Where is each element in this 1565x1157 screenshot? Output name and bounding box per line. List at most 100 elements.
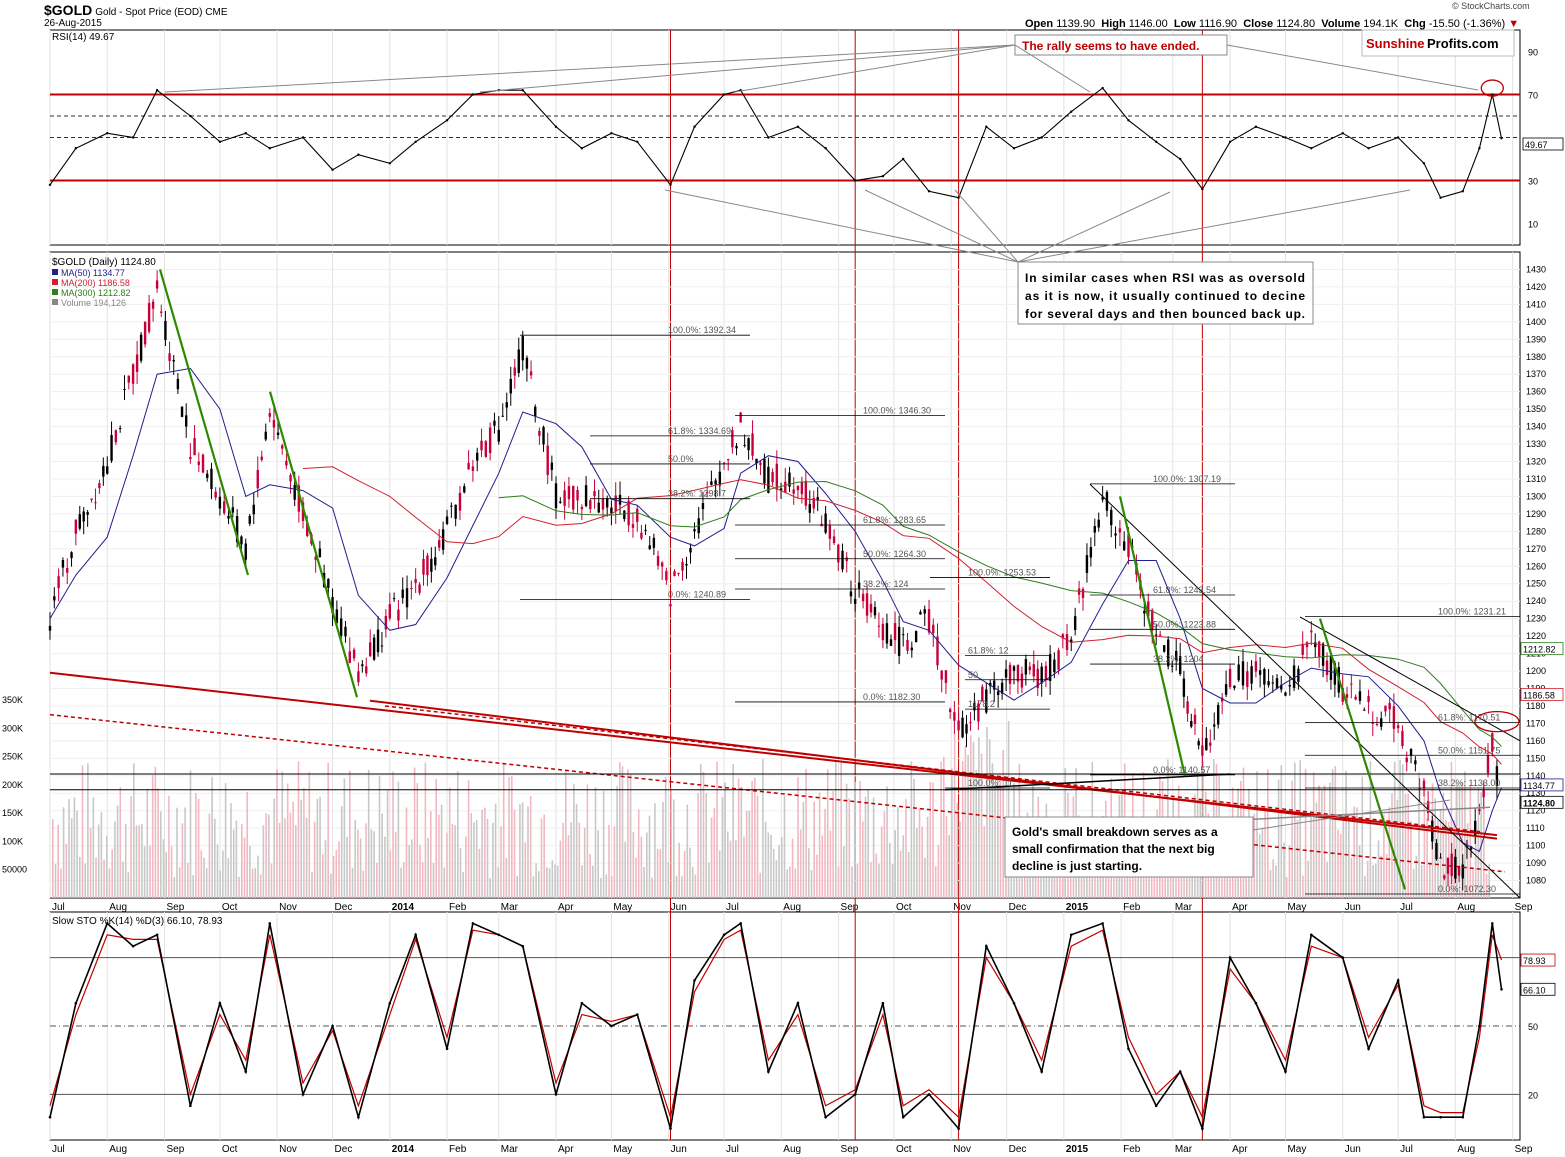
price-y-tick-label: 1430 xyxy=(1526,264,1546,274)
volume-bar xyxy=(173,877,176,898)
volume-bar xyxy=(362,870,365,898)
annotation-pointer xyxy=(734,44,1016,93)
volume-bar xyxy=(751,780,753,898)
rsi-y-tick-label: 30 xyxy=(1528,177,1538,187)
volume-bar xyxy=(1458,785,1461,898)
volume-bar xyxy=(106,835,108,898)
volume-bar xyxy=(497,867,500,898)
price-y-tick-label: 1260 xyxy=(1526,561,1546,571)
volume-bar xyxy=(114,821,116,898)
volume-bar xyxy=(1339,834,1342,898)
volume-bar xyxy=(87,763,89,898)
sto-y-tick-label: 50 xyxy=(1528,1022,1538,1032)
volume-bar xyxy=(1418,772,1420,898)
volume-bar xyxy=(222,850,224,898)
candle-body xyxy=(1105,492,1109,511)
volume-bar xyxy=(916,827,918,898)
volume-bar xyxy=(951,768,953,898)
candle-body xyxy=(534,406,537,417)
candle-body xyxy=(214,491,217,498)
volume-bar xyxy=(443,867,446,898)
candle-body xyxy=(673,571,676,576)
volume-bar xyxy=(1383,814,1385,898)
x-tick-label: Feb xyxy=(1123,1144,1141,1155)
rsi-point xyxy=(1254,125,1258,128)
candle-body xyxy=(771,472,774,483)
volume-bar xyxy=(1445,819,1447,898)
price-title: $GOLD (Daily) 1124.80 xyxy=(52,257,156,268)
sto-k-point xyxy=(927,1093,931,1096)
volume-bar xyxy=(411,839,413,898)
volume-bar xyxy=(52,819,54,898)
sto-k-point xyxy=(521,944,525,948)
volume-bar xyxy=(975,770,977,898)
fib-level-label: 100.0%: 1346.30 xyxy=(863,406,931,416)
volume-bar xyxy=(1429,862,1431,898)
candle-body xyxy=(1325,660,1329,676)
x-tick-label: Jul xyxy=(726,1144,739,1155)
volume-bar xyxy=(1437,820,1439,898)
candle-body xyxy=(1008,664,1012,684)
volume-bar xyxy=(138,825,140,898)
volume-bar xyxy=(200,850,203,898)
candle-body xyxy=(231,507,235,513)
sto-k-point xyxy=(1127,1047,1130,1051)
change-value: -15.50 (-1.36%) xyxy=(1428,18,1506,30)
candle-body xyxy=(180,406,184,417)
fib-level-label: 50.0% xyxy=(668,454,694,464)
volume-bar xyxy=(1412,868,1415,898)
volume-bar xyxy=(316,798,319,898)
x-tick-label: Sep xyxy=(841,902,859,913)
volume-bar xyxy=(1107,867,1110,898)
volume-bar xyxy=(886,786,888,898)
volume-bar xyxy=(538,871,540,898)
volume-bar xyxy=(578,822,581,898)
fib-level-label: 50 xyxy=(968,670,978,680)
candle-body xyxy=(463,486,466,493)
volume-bar xyxy=(133,763,135,898)
trend-lines xyxy=(49,269,1521,899)
volume-bar xyxy=(948,835,950,898)
sto-k-point xyxy=(497,933,501,937)
volume-bar xyxy=(513,809,516,898)
volume-bar xyxy=(367,769,370,898)
volume-bar xyxy=(103,859,105,898)
volume-bar xyxy=(516,875,518,898)
volume-bar xyxy=(313,821,316,898)
rsi-point xyxy=(554,125,558,128)
volume-bar xyxy=(586,784,589,898)
volume-bar xyxy=(1366,860,1369,898)
volume-bar xyxy=(84,863,86,898)
candle-body xyxy=(401,589,404,598)
volume-bar xyxy=(184,807,186,898)
sto-k-point xyxy=(984,944,988,948)
volume-bar xyxy=(430,811,432,898)
volume-bar xyxy=(224,783,227,898)
candle-body xyxy=(610,507,613,514)
volume-bar xyxy=(921,826,923,898)
volume-bar xyxy=(489,877,491,898)
rsi-point xyxy=(521,89,524,92)
candle-body xyxy=(618,494,622,505)
candle-body xyxy=(808,504,811,513)
annotation-pointer xyxy=(1014,44,1091,93)
volume-bar xyxy=(870,861,872,898)
volume-bar xyxy=(702,772,705,898)
price-y-tick-label: 1380 xyxy=(1526,352,1546,362)
candle-body xyxy=(1197,740,1200,746)
x-tick-label: Jul xyxy=(1400,902,1413,913)
volume-bar xyxy=(932,782,934,898)
candle-body xyxy=(1301,643,1304,655)
volume-bar xyxy=(926,816,929,898)
sto-k-point xyxy=(471,922,475,925)
candle-body xyxy=(1254,661,1258,672)
volume-bar xyxy=(357,829,359,898)
volume-bar xyxy=(1380,855,1382,898)
volume-bar xyxy=(149,845,151,898)
price-y-tick-label: 1400 xyxy=(1526,317,1546,327)
volume-bar xyxy=(335,850,338,898)
volume-bar xyxy=(168,795,170,898)
green-decline-line xyxy=(1118,496,1187,777)
sto-k-point xyxy=(1069,933,1073,937)
